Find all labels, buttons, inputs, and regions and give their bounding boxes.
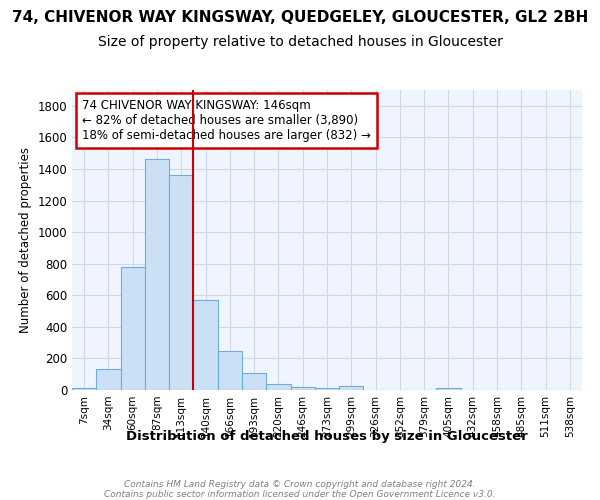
Bar [266,384,290,390]
Text: Distribution of detached houses by size in Gloucester: Distribution of detached houses by size … [126,430,528,443]
Bar [339,386,364,390]
Bar [72,388,96,390]
Y-axis label: Number of detached properties: Number of detached properties [19,147,32,333]
Bar [315,388,339,390]
Text: 74, CHIVENOR WAY KINGSWAY, QUEDGELEY, GLOUCESTER, GL2 2BH: 74, CHIVENOR WAY KINGSWAY, QUEDGELEY, GL… [12,10,588,25]
Text: 74 CHIVENOR WAY KINGSWAY: 146sqm
← 82% of detached houses are smaller (3,890)
18: 74 CHIVENOR WAY KINGSWAY: 146sqm ← 82% o… [82,99,371,142]
Bar [193,300,218,390]
Bar [121,267,145,390]
Text: Size of property relative to detached houses in Gloucester: Size of property relative to detached ho… [98,35,502,49]
Bar [218,352,242,390]
Bar [145,160,169,390]
Bar [96,370,121,390]
Bar [242,372,266,390]
Bar [290,387,315,390]
Bar [169,176,193,390]
Bar [436,388,461,390]
Text: Contains HM Land Registry data © Crown copyright and database right 2024.
Contai: Contains HM Land Registry data © Crown c… [104,480,496,500]
